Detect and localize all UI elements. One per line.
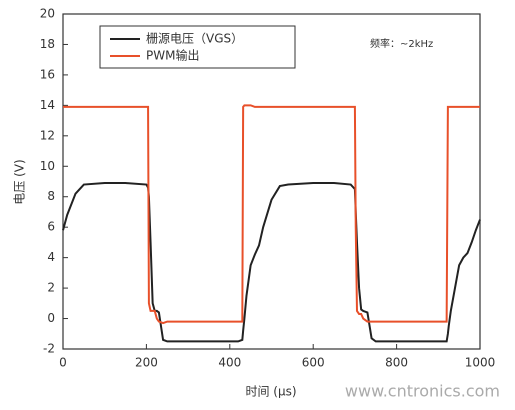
y-tick-label: 2 xyxy=(47,281,55,295)
legend-box xyxy=(99,25,296,69)
plot-frame xyxy=(62,13,481,350)
watermark: www.cntronics.com xyxy=(345,382,500,401)
legend-label: 栅源电压（VGS） xyxy=(146,31,243,46)
series-line xyxy=(63,104,480,325)
y-tick-label: 6 xyxy=(47,220,55,234)
x-tick-label: 200 xyxy=(135,356,158,370)
y-tick-label: 12 xyxy=(40,128,55,142)
y-tick-label: 20 xyxy=(40,7,55,21)
y-tick-label: 10 xyxy=(40,159,55,173)
y-tick-label: 18 xyxy=(40,37,55,51)
y-tick-label: -2 xyxy=(43,342,55,356)
x-axis-label: 时间 (μs) xyxy=(245,385,296,399)
legend-label: PWM输出 xyxy=(146,48,199,63)
y-tick-label: 16 xyxy=(40,67,55,81)
y-axis-label: 电压 (V) xyxy=(13,159,27,204)
x-tick-label: 600 xyxy=(302,356,325,370)
x-tick-label: 800 xyxy=(385,356,408,370)
x-tick-label: 1000 xyxy=(465,356,496,370)
y-tick-label: 8 xyxy=(47,189,55,203)
y-tick-label: 4 xyxy=(47,250,55,264)
annotation: 频率：~2kHz xyxy=(370,37,433,50)
y-tick-label: 14 xyxy=(40,98,55,112)
series-line xyxy=(62,182,481,343)
y-tick-label: 0 xyxy=(47,311,55,325)
x-tick-label: 0 xyxy=(59,356,67,370)
x-tick-label: 400 xyxy=(218,356,241,370)
